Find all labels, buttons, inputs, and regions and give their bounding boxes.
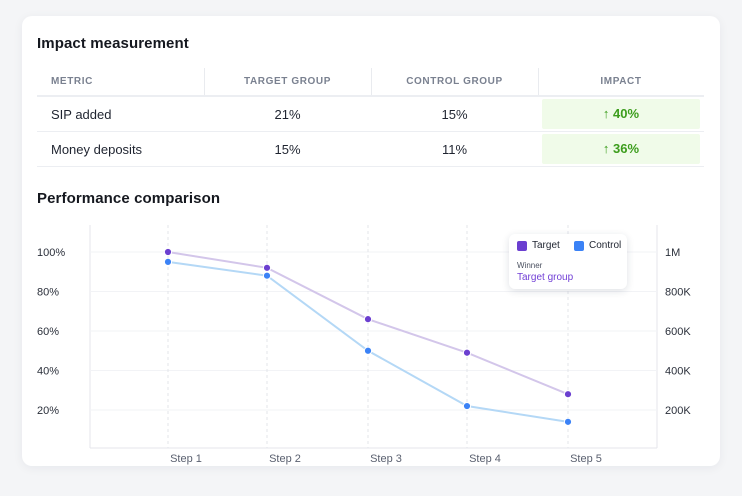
y2-tick-label: 1M (665, 247, 680, 259)
y-tick-label: 20% (37, 405, 59, 417)
col-header-target: TARGET GROUP (204, 68, 371, 95)
row-control: 11% (441, 141, 468, 157)
col-header-metric: METRIC (51, 76, 93, 87)
performance-chart: Step 1 Step 2 Step 3 Step 4 Step 5 100% 80% 60%… (37, 225, 691, 465)
table-header: METRIC TARGET GROUP CONTROL GROUP IMPACT (37, 68, 704, 97)
winner-value: Target group (517, 272, 574, 283)
control-data-point (363, 346, 373, 355)
col-header-impact: IMPACT (538, 68, 704, 95)
row-metric: SIP added (51, 106, 112, 122)
target-data-point (462, 348, 472, 357)
x-tick-label: Step 2 (269, 453, 301, 465)
impact-card: Impact measurement METRIC TARGET GROUP C… (22, 16, 720, 466)
impact-badge: ↑ 36% (542, 134, 700, 164)
x-tick-label: Step 5 (570, 453, 602, 465)
control-data-point (163, 257, 173, 266)
row-target: 15% (274, 141, 301, 157)
y2-tick-label: 200K (665, 405, 691, 417)
x-tick-label: Step 1 (170, 453, 202, 465)
row-metric: Money deposits (51, 141, 143, 157)
control-data-point (563, 417, 573, 426)
legend-target-label: Target (532, 240, 560, 251)
y-tick-label: 80% (37, 287, 59, 299)
target-swatch-icon (517, 240, 527, 251)
target-data-point (262, 263, 272, 272)
x-tick-label: Step 3 (370, 453, 402, 465)
table-row: SIP added 21% 15% ↑ 40% (37, 97, 704, 132)
table-row: Money deposits 15% 11% ↑ 36% (37, 132, 704, 167)
winner-caption: Winner (517, 261, 543, 270)
legend-control-label: Control (589, 240, 622, 251)
y-tick-label: 100% (37, 247, 65, 259)
target-data-point (363, 315, 373, 324)
y-tick-label: 60% (37, 326, 59, 338)
y2-tick-label: 400K (665, 366, 691, 378)
control-data-point (462, 401, 472, 411)
control-data-point (262, 271, 272, 280)
y2-tick-label: 800K (665, 287, 691, 299)
x-tick-label: Step 4 (469, 453, 501, 465)
col-header-control: CONTROL GROUP (371, 68, 538, 95)
impact-badge: ↑ 40% (542, 99, 700, 129)
row-control: 15% (441, 106, 468, 122)
y-tick-label: 40% (37, 366, 59, 378)
control-swatch-icon (574, 240, 584, 251)
target-data-point (563, 390, 573, 399)
impact-table: METRIC TARGET GROUP CONTROL GROUP IMPACT… (37, 68, 704, 167)
legend-item-control[interactable]: Control (574, 240, 621, 251)
target-data-point (163, 247, 173, 257)
row-target: 21% (274, 106, 301, 122)
performance-title: Performance comparison (37, 190, 221, 207)
y2-tick-label: 600K (665, 326, 691, 338)
impact-title: Impact measurement (37, 35, 189, 52)
legend-item-target[interactable]: Target (517, 240, 560, 251)
legend-popup: Target Control Winner Target group (509, 234, 627, 289)
